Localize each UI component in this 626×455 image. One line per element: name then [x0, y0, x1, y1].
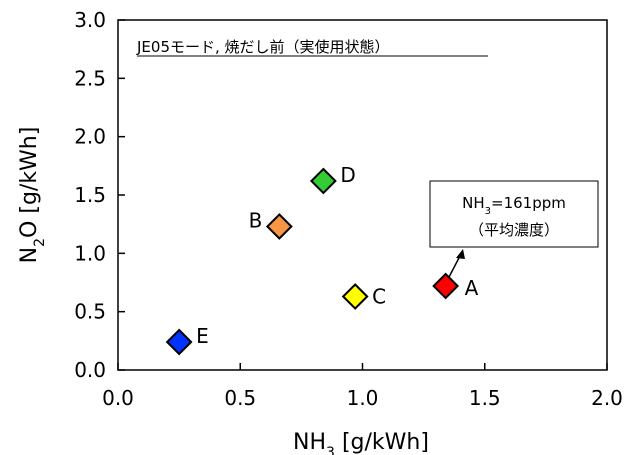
y-tick-label: 2.5	[74, 66, 106, 90]
x-axis-ticks: 0.0 0.5 1.0 1.5 2.0	[102, 363, 623, 410]
y-axis-ticks: 0.0 0.5 1.0 1.5 2.0 2.5 3.0	[74, 8, 125, 382]
data-point-e	[165, 328, 193, 356]
y-tick-label: 2.0	[74, 125, 106, 149]
point-label-a: A	[465, 276, 479, 300]
data-points: A B C D E	[165, 163, 479, 356]
data-point-c	[341, 283, 369, 310]
annotation-callout: NH3=161ppm （平均濃度）	[429, 180, 599, 280]
annotation-line-1: NH3=161ppm	[462, 194, 566, 217]
x-tick-label: 2.0	[591, 386, 623, 410]
point-label-b: B	[249, 209, 263, 233]
x-axis-label: NH3 [g/kWh]	[293, 430, 429, 455]
annotation-line-2: （平均濃度）	[469, 221, 559, 239]
point-label-c: C	[372, 285, 386, 309]
y-tick-label: 0.5	[74, 300, 106, 324]
point-label-d: D	[340, 163, 355, 187]
y-axis-label: N2O [g/kWh]	[17, 127, 48, 264]
point-label-e: E	[196, 324, 209, 348]
y-tick-label: 1.0	[74, 241, 106, 265]
data-point-b	[265, 213, 293, 240]
annotation-subscript: 3	[485, 206, 491, 217]
data-point-d	[309, 167, 337, 195]
x-tick-label: 1.5	[469, 386, 501, 410]
annotation-arrowhead	[456, 249, 465, 259]
x-axis-label-subscript: 3	[326, 445, 335, 455]
x-tick-label: 0.5	[224, 386, 256, 410]
x-tick-label: 1.0	[347, 386, 379, 410]
y-tick-label: 1.5	[74, 183, 106, 207]
y-tick-label: 0.0	[74, 358, 106, 382]
annotation-box	[429, 180, 599, 248]
chart-title: JE05モード, 焼だし前（実使用状態）	[136, 38, 390, 56]
x-tick-label: 0.0	[102, 386, 134, 410]
y-axis-label-subscript: 2	[32, 238, 48, 247]
data-point-a	[432, 272, 460, 300]
y-tick-label: 3.0	[74, 8, 106, 32]
